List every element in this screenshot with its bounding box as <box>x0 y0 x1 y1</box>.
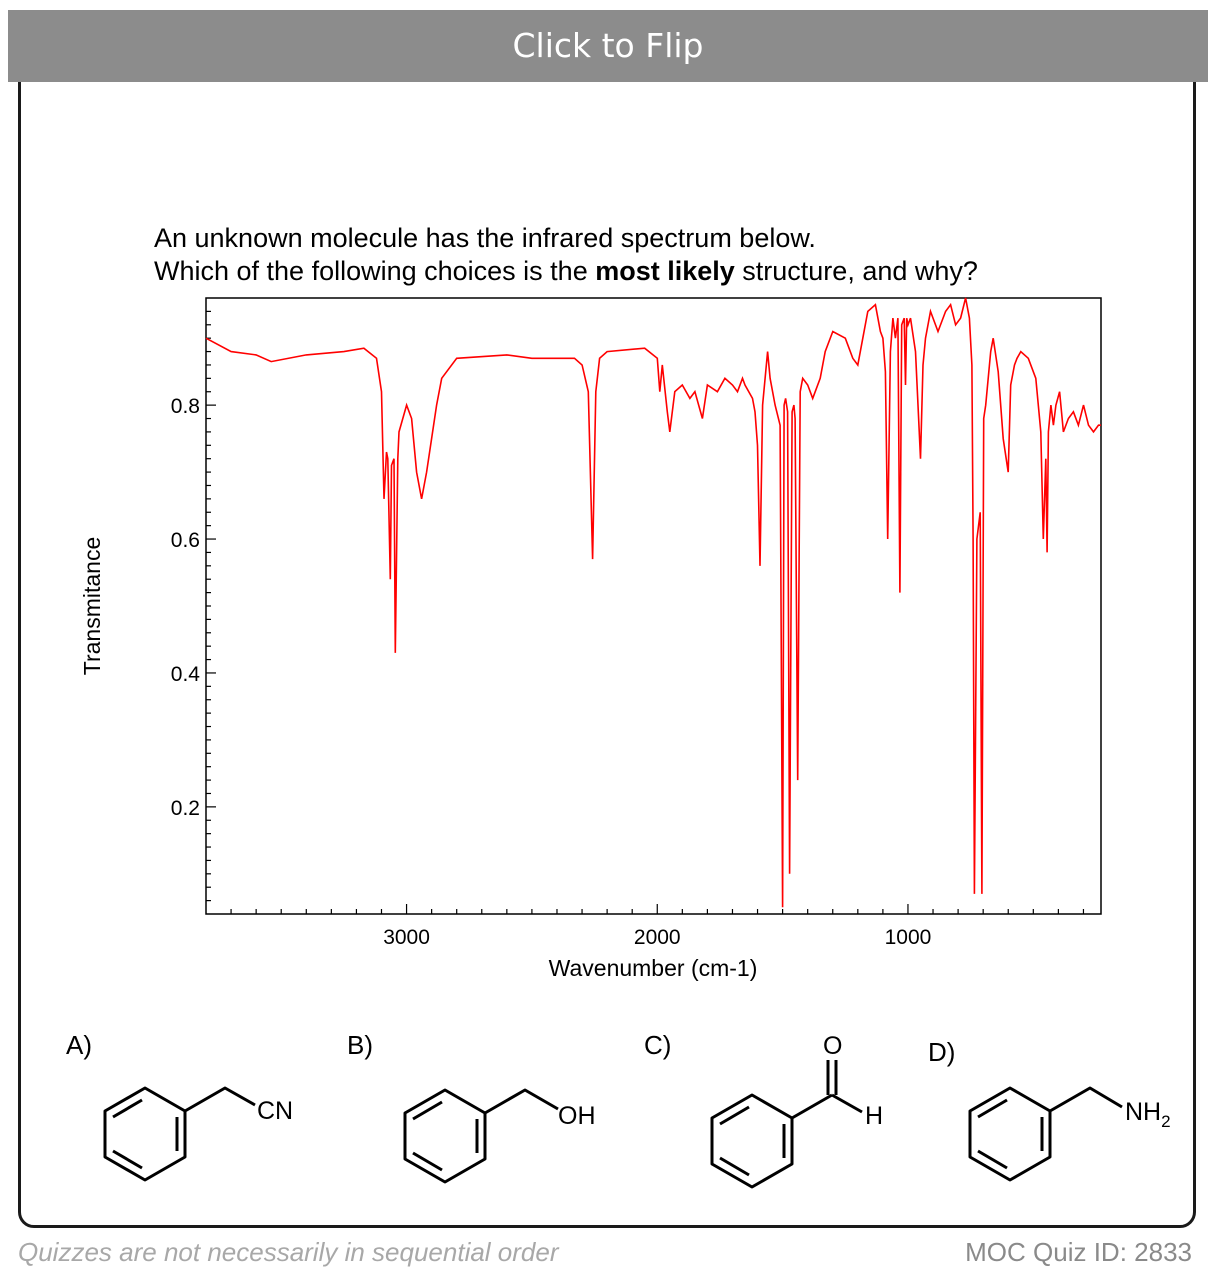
hydroxyl-label: OH <box>558 1102 596 1130</box>
spectrum-line <box>205 297 1101 908</box>
x-tick-label: 2000 <box>634 926 681 949</box>
amine-label-main: NH <box>1125 1098 1161 1126</box>
choice-d-structure[interactable]: NH2 <box>960 1075 1200 1195</box>
choice-a-structure[interactable]: CN <box>95 1075 325 1195</box>
plot-frame <box>205 297 1102 915</box>
flashcard[interactable] <box>18 18 1196 1228</box>
amine-label: NH2 <box>1125 1098 1171 1131</box>
x-tick-label: 1000 <box>885 926 932 949</box>
ir-spectrum-chart: 0.2 0.4 0.6 0.8 3000 2000 1000 Wavenumber (cm… <box>79 297 1102 981</box>
y-tick-label: 0.8 <box>171 395 200 418</box>
axis-ticks <box>206 310 1085 914</box>
question-line-2: Which of the following choices is the mo… <box>154 255 978 288</box>
question-line-2-post: structure, and why? <box>734 256 978 286</box>
sequence-note: Quizzes are not necessarily in sequentia… <box>18 1237 559 1267</box>
y-tick-label: 0.2 <box>171 797 200 820</box>
question-line-1: An unknown molecule has the infrared spe… <box>154 223 816 253</box>
hydrogen-label: H <box>865 1102 883 1130</box>
y-tick-label: 0.4 <box>171 663 201 686</box>
y-tick-label: 0.6 <box>171 529 200 552</box>
cyano-label: CN <box>257 1097 293 1125</box>
choice-b-letter: B) <box>347 1030 373 1060</box>
choice-c-structure[interactable]: O H <box>700 1030 910 1195</box>
question-emphasis: most likely <box>595 256 735 286</box>
flip-button[interactable]: Click to Flip <box>8 10 1208 82</box>
choice-c-letter: C) <box>644 1030 672 1060</box>
oxygen-label: O <box>823 1032 842 1060</box>
choice-b-structure[interactable]: OH <box>395 1075 625 1195</box>
choice-d-letter: D) <box>928 1037 956 1067</box>
amine-label-subscript: 2 <box>1161 1112 1170 1131</box>
x-tick-label: 3000 <box>383 926 430 949</box>
x-axis-label: Wavenumber (cm-1) <box>549 955 758 981</box>
question-text: An unknown molecule has the infrared spe… <box>154 222 978 288</box>
quiz-id: MOC Quiz ID: 2833 <box>965 1237 1192 1267</box>
choice-a-letter: A) <box>66 1030 92 1060</box>
y-axis-label: Transmitance <box>79 537 105 675</box>
question-line-2-pre: Which of the following choices is the <box>154 256 596 286</box>
x-tick-labels: 3000 2000 1000 <box>383 926 931 949</box>
y-tick-labels: 0.2 0.4 0.6 0.8 <box>171 395 201 820</box>
